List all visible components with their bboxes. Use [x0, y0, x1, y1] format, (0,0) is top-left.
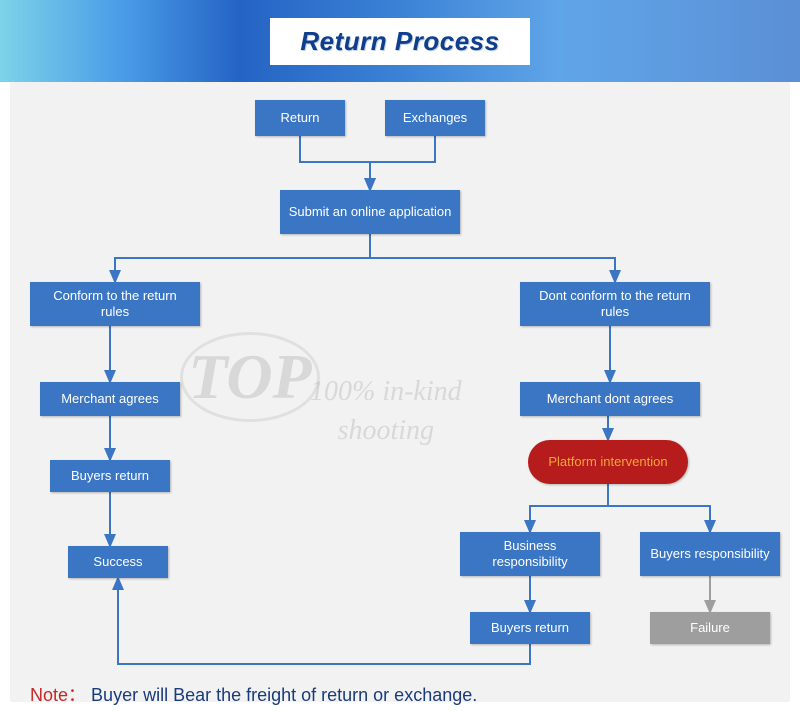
node-buyret2: Buyers return — [470, 612, 590, 644]
edge-submit-nonconform — [370, 234, 615, 282]
edge-submit-conform — [115, 234, 370, 282]
flowchart-canvas: TOP 100% in-kind shooting ReturnExchange… — [10, 82, 790, 702]
node-busresp: Business responsibility — [460, 532, 600, 576]
node-exchanges: Exchanges — [385, 100, 485, 136]
header-banner: Return Process — [0, 0, 800, 82]
edge-platform-buyresp — [608, 484, 710, 532]
node-conform: Conform to the return rules — [30, 282, 200, 326]
footnote-text: Buyer will Bear the freight of return or… — [91, 685, 477, 705]
edge-exchanges-submit — [370, 136, 435, 190]
edge-platform-busresp — [530, 484, 608, 532]
node-return: Return — [255, 100, 345, 136]
footnote: Note： Buyer will Bear the freight of ret… — [30, 681, 477, 707]
node-mdisagree: Merchant dont agrees — [520, 382, 700, 416]
page-title: Return Process — [270, 18, 529, 65]
node-magree: Merchant agrees — [40, 382, 180, 416]
node-buyret1: Buyers return — [50, 460, 170, 492]
node-success: Success — [68, 546, 168, 578]
node-failure: Failure — [650, 612, 770, 644]
edge-return-submit — [300, 136, 370, 190]
footnote-label: Note： — [30, 685, 86, 705]
node-nonconform: Dont conform to the return rules — [520, 282, 710, 326]
node-buyresp: Buyers responsibility — [640, 532, 780, 576]
node-submit: Submit an online application — [280, 190, 460, 234]
node-platform: Platform intervention — [528, 440, 688, 484]
edge-buyret2-success — [118, 578, 530, 664]
